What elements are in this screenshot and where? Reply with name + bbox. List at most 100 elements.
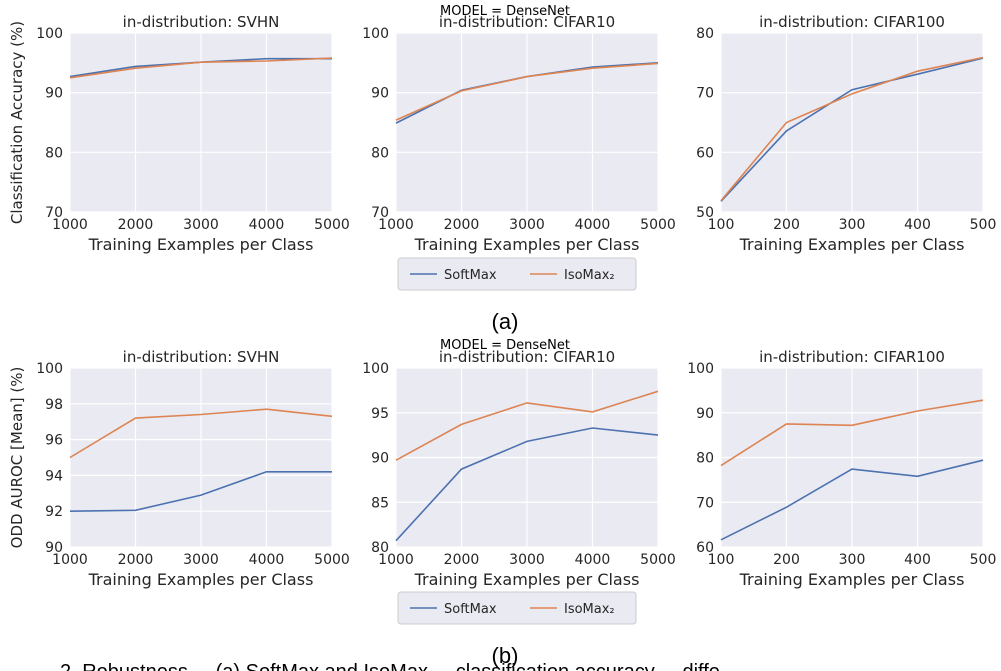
legend-label: SoftMax bbox=[444, 268, 497, 283]
y-tick-label: 90 bbox=[696, 406, 714, 422]
x-tick-label: 2000 bbox=[444, 217, 480, 233]
chart-0: 1000 2000 3000 4000 5000 70 80 90 100 in-distribu… bbox=[8, 13, 350, 254]
x-tick-label: 1000 bbox=[52, 552, 88, 568]
chart-title: in-distribution: CIFAR10 bbox=[439, 13, 615, 31]
x-tick-label: 5000 bbox=[314, 552, 350, 568]
caption-fragment: 2. Robustness ... (a) SoftMax and IsoMax… bbox=[60, 661, 720, 671]
chart-title: in-distribution: SVHN bbox=[123, 348, 280, 366]
y-tick-label: 100 bbox=[36, 26, 63, 42]
x-tick-label: 1000 bbox=[378, 217, 414, 233]
chart-1: 1000 2000 3000 4000 5000 70 80 90 100 in-distribu… bbox=[362, 13, 676, 254]
y-tick-label: 85 bbox=[371, 495, 389, 511]
series-line-softmax bbox=[395, 427, 659, 542]
x-axis-label: Training Examples per Class bbox=[88, 235, 314, 254]
x-tick-label: 500 bbox=[970, 217, 997, 233]
x-tick-label: 200 bbox=[773, 552, 800, 568]
chart-5: 100 200 300 400 500 60 70 80 90 100 in-distributio… bbox=[687, 348, 996, 589]
y-tick-label: 70 bbox=[45, 205, 63, 221]
y-tick-label: 70 bbox=[696, 495, 714, 511]
chart-4: 1000 2000 3000 4000 5000 80 85 90 95 100 in-distri… bbox=[362, 348, 676, 589]
y-tick-label: 90 bbox=[371, 451, 389, 467]
x-tick-label: 500 bbox=[970, 552, 997, 568]
model-label-a: MODEL = DenseNet bbox=[440, 4, 570, 19]
y-tick-label: 80 bbox=[696, 451, 714, 467]
legend-label: IsoMax₂ bbox=[564, 268, 615, 283]
chart-title: in-distribution: SVHN bbox=[123, 13, 280, 31]
x-tick-label: 100 bbox=[708, 217, 735, 233]
y-tick-label: 60 bbox=[696, 540, 714, 556]
chart-3: 1000 2000 3000 4000 5000 90 92 94 96 98 100 in-dist… bbox=[8, 348, 350, 589]
x-axis-label: Training Examples per Class bbox=[88, 570, 314, 589]
series-line-softmax bbox=[69, 470, 332, 512]
y-axis-label: ODD AUROC [Mean] (%) bbox=[8, 367, 26, 549]
x-tick-label: 3000 bbox=[183, 552, 219, 568]
x-tick-label: 400 bbox=[904, 217, 931, 233]
x-tick-label: 400 bbox=[904, 552, 931, 568]
y-tick-label: 100 bbox=[362, 361, 389, 377]
y-tick-label: 100 bbox=[362, 26, 389, 42]
series-line-isomax2 bbox=[720, 399, 984, 467]
series-line-isomax2 bbox=[395, 62, 659, 121]
x-tick-label: 1000 bbox=[52, 217, 88, 233]
x-tick-label: 4000 bbox=[575, 217, 611, 233]
y-tick-label: 60 bbox=[696, 145, 714, 161]
x-tick-label: 3000 bbox=[509, 552, 545, 568]
y-tick-label: 92 bbox=[45, 504, 63, 520]
x-tick-label: 5000 bbox=[640, 217, 676, 233]
x-tick-label: 3000 bbox=[183, 217, 219, 233]
y-axis-label: Classification Accuracy (%) bbox=[8, 21, 26, 224]
y-tick-label: 96 bbox=[45, 433, 63, 449]
y-tick-label: 100 bbox=[36, 361, 63, 377]
y-tick-label: 80 bbox=[371, 540, 389, 556]
y-tick-label: 100 bbox=[687, 361, 714, 377]
x-axis-label: Training Examples per Class bbox=[414, 235, 640, 254]
chart-2: 100 200 300 400 500 50 60 70 80 in-distribution: … bbox=[696, 13, 996, 254]
y-tick-label: 80 bbox=[371, 145, 389, 161]
legend-label: SoftMax bbox=[444, 602, 497, 617]
y-tick-label: 98 bbox=[45, 397, 63, 413]
y-tick-label: 70 bbox=[696, 86, 714, 102]
x-tick-label: 2000 bbox=[444, 552, 480, 568]
series-line-softmax bbox=[720, 57, 984, 202]
y-tick-label: 80 bbox=[45, 145, 63, 161]
x-tick-label: 300 bbox=[839, 552, 866, 568]
y-tick-label: 95 bbox=[371, 406, 389, 422]
legend-a: SoftMax IsoMax₂ bbox=[397, 257, 637, 291]
y-tick-label: 80 bbox=[696, 26, 714, 42]
series-line-isomax2 bbox=[69, 57, 333, 79]
x-tick-label: 4000 bbox=[249, 217, 285, 233]
x-tick-label: 2000 bbox=[118, 552, 154, 568]
series-line-softmax bbox=[720, 459, 984, 541]
y-tick-label: 90 bbox=[45, 86, 63, 102]
x-tick-label: 100 bbox=[708, 552, 735, 568]
x-tick-label: 5000 bbox=[314, 217, 350, 233]
x-tick-label: 200 bbox=[773, 217, 800, 233]
x-axis-label: Training Examples per Class bbox=[739, 570, 965, 589]
x-tick-label: 4000 bbox=[575, 552, 611, 568]
charts-group: 1000 2000 3000 4000 5000 70 80 90 100 in-distribu… bbox=[8, 13, 996, 589]
x-tick-label: 1000 bbox=[378, 552, 414, 568]
chart-title: in-distribution: CIFAR100 bbox=[759, 348, 945, 366]
legend-box bbox=[397, 591, 637, 625]
chart-title: in-distribution: CIFAR100 bbox=[759, 13, 945, 31]
model-label-b: MODEL = DenseNet bbox=[440, 338, 570, 353]
y-tick-label: 94 bbox=[45, 468, 63, 484]
series-line-isomax2 bbox=[720, 56, 984, 202]
x-axis-label: Training Examples per Class bbox=[739, 235, 965, 254]
legend-box bbox=[397, 257, 637, 291]
panel-label-a: (a) bbox=[492, 309, 519, 334]
legend-label: IsoMax₂ bbox=[564, 602, 615, 617]
y-tick-label: 90 bbox=[371, 86, 389, 102]
series-line-isomax2 bbox=[69, 408, 333, 459]
y-tick-label: 50 bbox=[696, 205, 714, 221]
legend-b: SoftMax IsoMax₂ bbox=[397, 591, 637, 625]
x-axis-label: Training Examples per Class bbox=[414, 570, 640, 589]
y-tick-label: 90 bbox=[45, 540, 63, 556]
x-tick-label: 5000 bbox=[640, 552, 676, 568]
chart-title: in-distribution: CIFAR10 bbox=[439, 348, 615, 366]
x-tick-label: 4000 bbox=[249, 552, 285, 568]
x-tick-label: 2000 bbox=[118, 217, 154, 233]
x-tick-label: 3000 bbox=[509, 217, 545, 233]
series-line-isomax2 bbox=[395, 390, 659, 461]
